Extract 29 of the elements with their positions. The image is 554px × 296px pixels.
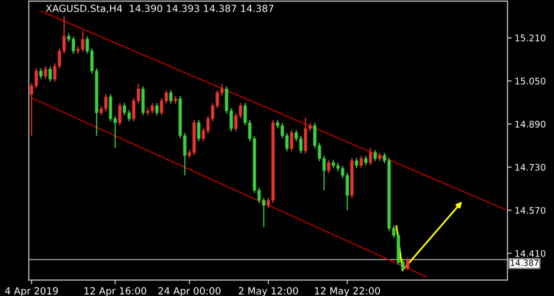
candlestick	[327, 159, 330, 174]
candlestick	[364, 155, 368, 166]
candlestick	[406, 257, 410, 271]
candlestick	[354, 157, 358, 169]
candlestick	[39, 68, 42, 80]
candlestick	[44, 66, 48, 80]
candlestick	[197, 119, 200, 142]
candlestick	[118, 102, 122, 126]
y-tick-label: 14.730	[515, 164, 546, 171]
candlestick	[169, 90, 172, 104]
candlestick	[360, 155, 363, 169]
x-tick-label: 24 Apr 00:00	[158, 287, 220, 296]
ref-line-label: 14.387	[510, 260, 538, 266]
y-tick-label: 15.050	[515, 78, 546, 84]
chart-title: XAGUSD.Sta,H4 14.390 14.393 14.387 14.387	[46, 4, 274, 14]
candlestick	[290, 129, 294, 152]
x-tick-label: 2 May 12:00	[238, 287, 298, 296]
y-tick-label: 14.410	[515, 250, 546, 257]
candlestick	[48, 66, 52, 82]
candlestick	[368, 147, 372, 166]
x-tick-label: 12 Apr 16:00	[84, 287, 146, 296]
y-tick-label: 14.570	[515, 206, 546, 214]
candlestick	[141, 86, 145, 116]
x-tick-label: 12 May 22:00	[315, 287, 380, 296]
x-tick-label: 4 Apr 2019	[5, 287, 58, 296]
y-tick-label: 14.890	[515, 120, 546, 128]
y-tick-label: 15.210	[515, 34, 546, 42]
candlestick	[374, 149, 377, 162]
candlestick	[155, 102, 159, 116]
